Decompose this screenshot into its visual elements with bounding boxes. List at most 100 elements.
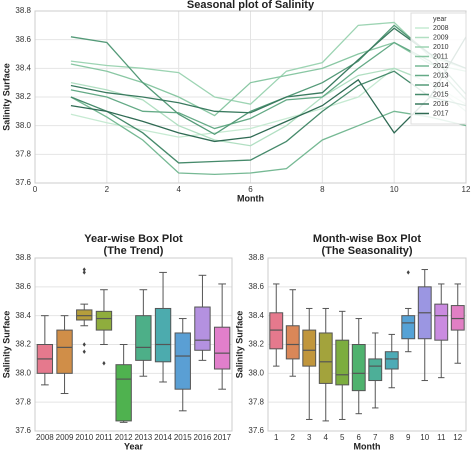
y-tick-label: 38.6 — [15, 35, 31, 44]
x-tick-label: 2016 — [194, 433, 212, 442]
x-tick-label: 8 — [320, 185, 325, 194]
box — [384, 351, 399, 370]
y-tick-label: 38.0 — [15, 121, 31, 130]
x-tick-label: 10 — [420, 433, 429, 442]
box — [401, 315, 416, 340]
chart-title: Month-wise Box Plot — [313, 233, 422, 245]
legend-box — [410, 12, 467, 125]
x-tick-label: 2013 — [134, 433, 152, 442]
box — [351, 344, 366, 392]
legend-label: 2014 — [433, 82, 449, 89]
y-tick-label: 37.8 — [248, 397, 264, 406]
y-tick-label: 38.2 — [248, 340, 264, 349]
y-tick-label: 38.0 — [15, 368, 31, 377]
legend-label: 2016 — [433, 101, 449, 108]
y-tick-label: 38.6 — [248, 282, 264, 291]
series-line — [70, 41, 467, 130]
chart-title: Seasonal plot of Salinity — [187, 0, 315, 11]
plot-frame — [34, 257, 233, 432]
outlier — [82, 342, 86, 347]
plot-frame — [267, 257, 467, 432]
y-tick-label: 37.6 — [15, 178, 31, 187]
x-tick-label: 2012 — [115, 433, 133, 442]
box — [335, 339, 350, 386]
box — [154, 307, 172, 363]
x-tick-label: 4 — [176, 185, 181, 194]
x-tick-label: 10 — [390, 185, 399, 194]
x-tick-label: 2009 — [56, 433, 74, 442]
x-tick-label: 5 — [340, 433, 345, 442]
x-tick-label: 11 — [437, 433, 446, 442]
y-tick-label: 38.8 — [15, 253, 31, 262]
legend-label: 2015 — [433, 91, 449, 98]
box — [95, 310, 113, 331]
outlier — [406, 270, 410, 275]
x-tick-label: 7 — [373, 433, 378, 442]
x-tick-label: 6 — [357, 433, 362, 442]
series-line — [70, 36, 467, 143]
x-tick-label: 6 — [248, 185, 253, 194]
box — [115, 364, 132, 422]
x-tick-label: 3 — [307, 433, 312, 442]
legend-label: 2017 — [433, 110, 449, 117]
x-tick-label: 9 — [406, 433, 411, 442]
box — [450, 305, 465, 331]
x-tick-label: 2014 — [154, 433, 172, 442]
y-tick-label: 37.6 — [15, 426, 31, 435]
x-axis-label: Month — [354, 441, 381, 451]
box — [135, 315, 152, 361]
x-tick-label: 8 — [390, 433, 395, 442]
series-line — [70, 70, 467, 164]
legend-label: 2013 — [433, 72, 449, 79]
series-line — [70, 27, 467, 114]
legend-label: 2009 — [433, 34, 449, 41]
legend: year 2008 2009 2010 2011 2012 2013 2014 2015 2016… — [410, 12, 467, 125]
x-tick-label: 2017 — [213, 433, 231, 442]
y-tick-label: 38.8 — [15, 6, 31, 15]
box — [368, 358, 383, 382]
series-line — [70, 21, 467, 105]
series-line — [70, 96, 467, 176]
x-tick-label: 12 — [453, 433, 462, 442]
legend-label: 2010 — [433, 44, 449, 51]
box — [76, 309, 93, 321]
x-tick-label: 1 — [274, 433, 279, 442]
x-tick-label: 4 — [324, 433, 329, 442]
y-axis-label: Salinity Surface — [234, 311, 244, 379]
y-tick-label: 38.8 — [248, 253, 264, 262]
y-tick-label: 38.2 — [15, 340, 31, 349]
y-tick-label: 38.0 — [248, 368, 264, 377]
chart-title: Year-wise Box Plot — [84, 233, 183, 245]
box — [302, 329, 317, 367]
y-tick-label: 38.4 — [15, 63, 31, 72]
outlier — [102, 361, 106, 366]
x-axis-label: Month — [237, 193, 264, 203]
x-tick-label: 2011 — [95, 433, 113, 442]
legend-label: 2008 — [433, 25, 449, 32]
series-line — [70, 24, 467, 136]
x-tick-label: 2 — [291, 433, 296, 442]
y-tick-label: 38.4 — [15, 311, 31, 320]
outlier — [82, 267, 86, 272]
chart-subtitle: (The Trend) — [104, 245, 164, 257]
x-tick-label: 2 — [105, 185, 110, 194]
legend-label: 2012 — [433, 63, 449, 70]
box — [213, 326, 231, 370]
box — [269, 312, 284, 350]
outlier — [82, 349, 86, 354]
y-tick-label: 37.8 — [15, 397, 31, 406]
legend-label: 2011 — [433, 53, 448, 60]
y-axis-label: Salinity Surface — [1, 63, 11, 131]
y-tick-label: 38.6 — [15, 282, 31, 291]
box — [194, 306, 211, 351]
box — [285, 325, 300, 360]
x-tick-label: 2015 — [174, 433, 192, 442]
legend-title: year — [433, 16, 447, 23]
box — [434, 303, 449, 341]
box — [174, 332, 191, 390]
x-tick-label: 0 — [33, 185, 38, 194]
x-tick-label: 2010 — [75, 433, 93, 442]
y-tick-label: 37.6 — [248, 426, 264, 435]
box — [318, 332, 333, 384]
